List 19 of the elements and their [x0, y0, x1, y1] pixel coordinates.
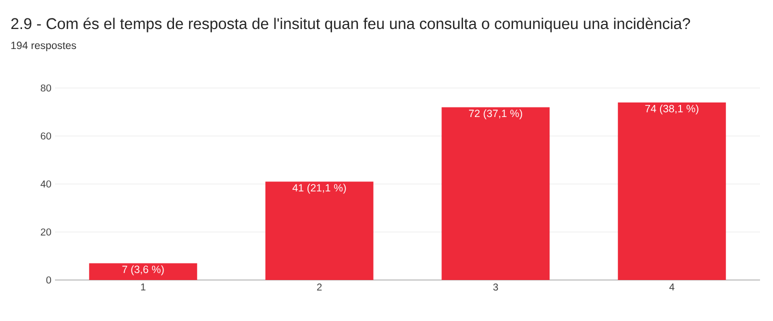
- x-tick-label: 3: [493, 284, 498, 291]
- y-tick-label: 80: [40, 84, 52, 92]
- y-tick-label: 40: [40, 180, 52, 188]
- data-label: 41 (21,1 %): [292, 184, 346, 194]
- bar: [89, 263, 198, 280]
- data-label: 74 (38,1 %): [645, 104, 698, 114]
- x-tick-label: 4: [669, 284, 674, 290]
- data-label: 7 (3,6 %): [122, 265, 164, 276]
- y-tick-label: 0: [46, 276, 52, 284]
- bar: [265, 182, 374, 280]
- x-tick-label: 1: [141, 284, 146, 290]
- chart-title: 2.9 - Com és el temps de resposta de l'insitut quan feu una consulta o comuniqueu una incidència?: [11, 18, 690, 32]
- bar: [442, 107, 550, 280]
- bar: [618, 102, 726, 280]
- y-tick-label: 60: [40, 132, 52, 140]
- y-tick-label: 20: [40, 228, 52, 236]
- chart-subtitle: 194 respostes: [11, 42, 76, 52]
- data-label: 72 (37,1 %): [469, 109, 522, 120]
- x-tick-label: 2: [317, 284, 322, 291]
